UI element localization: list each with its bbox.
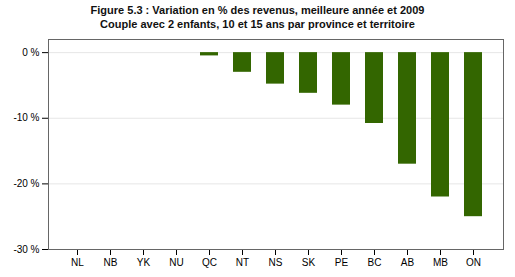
svg-text:NT: NT <box>236 257 249 268</box>
svg-text:ON: ON <box>466 257 481 268</box>
svg-text:BC: BC <box>368 257 382 268</box>
svg-text:NU: NU <box>169 257 183 268</box>
svg-text:-10 %: -10 % <box>13 112 39 123</box>
svg-text:NL: NL <box>71 257 84 268</box>
svg-text:NS: NS <box>269 257 283 268</box>
svg-text:0 %: 0 % <box>22 47 39 58</box>
svg-text:-30 %: -30 % <box>13 244 39 255</box>
svg-text:QC: QC <box>202 257 217 268</box>
html-text:Figure 5.3 : Variation en % de: Figure 5.3 : Variation en % des revenus,… <box>90 4 425 16</box>
svg-text:SK: SK <box>302 257 316 268</box>
svg-text:MB: MB <box>433 257 448 268</box>
svg-text:-20 %: -20 % <box>13 178 39 189</box>
svg-text:NB: NB <box>104 257 118 268</box>
svg-text:PE: PE <box>335 257 349 268</box>
svg-text:YK: YK <box>137 257 151 268</box>
svg-text:AB: AB <box>401 257 415 268</box>
html-text:Couple avec 2 enfants, 10 et 1: Couple avec 2 enfants, 10 et 15 ans par … <box>100 18 415 30</box>
